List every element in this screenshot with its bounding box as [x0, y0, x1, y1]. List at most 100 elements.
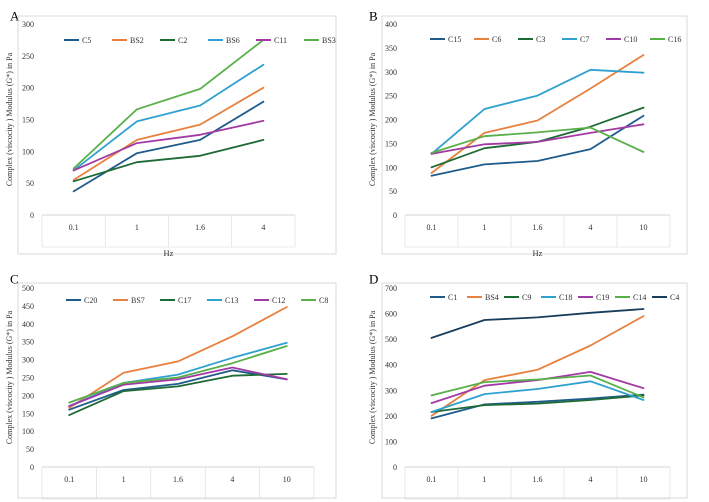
series-line-c7	[430, 68, 645, 155]
series-line-c9	[430, 394, 645, 413]
legend-item-c6: C6	[474, 35, 501, 44]
y-tick-label: 50	[26, 179, 34, 188]
y-tick-label: 50	[26, 445, 34, 454]
y-tick-label: 250	[22, 52, 34, 61]
y-tick-label: 200	[385, 116, 397, 125]
series-line-bs2	[72, 86, 265, 181]
y-tick-label: 300	[385, 68, 397, 77]
legend-item-c16: C16	[650, 35, 681, 44]
series-line-c14	[430, 374, 645, 399]
y-axis-label: Complex (viscocity ) Modulus (G*) in Pa	[5, 310, 14, 444]
x-axis-label: Hz	[173, 500, 183, 502]
legend-label: C18	[559, 293, 572, 302]
y-tick-label: 300	[22, 20, 34, 29]
y-tick-label: 400	[385, 361, 397, 370]
legend-label: C9	[522, 293, 531, 302]
legend-item-c11: C11	[256, 36, 287, 45]
y-tick-label: 200	[385, 412, 397, 421]
legend-label: C6	[492, 35, 501, 44]
panel-label: D	[369, 272, 378, 287]
x-axis-label: Hz	[164, 248, 174, 258]
panel-frame	[381, 282, 688, 499]
y-tick-label: 0	[30, 463, 34, 472]
legend-item-c20: C20	[66, 296, 97, 305]
x-tick-label: 10	[640, 223, 648, 232]
series-line-c18	[430, 380, 645, 413]
legend-label: C17	[178, 296, 191, 305]
x-tick-label: 1	[135, 223, 139, 232]
legend-label: BS3	[322, 36, 336, 45]
y-tick-label: 400	[385, 20, 397, 29]
series-line-c13	[68, 341, 288, 408]
series-line-c10	[430, 123, 645, 155]
legend-item-c14: C14	[615, 293, 646, 302]
legend-item-c10: C10	[606, 35, 637, 44]
x-tick-label: 1.6	[533, 223, 543, 232]
y-tick-label: 0	[30, 211, 34, 220]
y-tick-label: 350	[22, 338, 34, 347]
legend-label: C15	[448, 35, 461, 44]
legend-item-c19: C19	[578, 293, 609, 302]
legend-item-c2: C2	[160, 36, 187, 45]
series-line-c8	[68, 345, 288, 404]
legend-label: C14	[633, 293, 646, 302]
legend-label: C7	[580, 35, 589, 44]
panel-frame	[17, 282, 337, 499]
series-line-c6	[430, 54, 645, 174]
x-tick-label: 0.1	[69, 223, 79, 232]
legend-item-c15: C15	[430, 35, 461, 44]
chart-panel-a: A 0 50 100 150 200 250 300 0.1 1 1.6 4 Hz Complex (vi…	[5, 9, 337, 258]
legend-item-c3: C3	[518, 35, 545, 44]
series-line-bs3	[72, 39, 265, 170]
panel-frame	[381, 15, 688, 255]
legend-label: C8	[319, 296, 328, 305]
legend-item-c18: C18	[541, 293, 572, 302]
series-line-c17	[68, 372, 288, 417]
y-tick-label: 500	[22, 284, 34, 293]
y-tick-label: 250	[385, 92, 397, 101]
legend-label: C12	[272, 296, 285, 305]
series-line-c11	[72, 119, 265, 172]
legend-item-bs4: BS4	[467, 293, 499, 302]
series-line-c1	[430, 393, 645, 420]
series-line-bs6	[72, 63, 265, 172]
legend-label: C3	[536, 35, 545, 44]
x-tick-label: 0.1	[427, 475, 437, 484]
x-tick-label: 1.6	[533, 475, 543, 484]
series-line-c16	[430, 126, 645, 154]
panel-label: C	[10, 272, 19, 287]
legend-item-c12: C12	[254, 296, 285, 305]
x-tick-label: 4	[589, 223, 593, 232]
y-tick-label: 500	[385, 335, 397, 344]
x-tick-label: 10	[640, 475, 648, 484]
legend-item-c9: C9	[504, 293, 531, 302]
x-axis-label: Hz	[533, 248, 543, 258]
x-tick-label: 4	[589, 475, 593, 484]
y-tick-label: 100	[385, 163, 397, 172]
y-tick-label: 150	[22, 409, 34, 418]
x-tick-label: 10	[283, 475, 291, 484]
y-tick-label: 100	[22, 147, 34, 156]
legend-item-c1: C1	[430, 293, 457, 302]
y-tick-label: 300	[22, 356, 34, 365]
legend-label: C13	[225, 296, 238, 305]
legend-label: C5	[82, 36, 91, 45]
series-line-bs7	[68, 306, 288, 409]
legend-label: C2	[178, 36, 187, 45]
x-tick-label: 1	[483, 475, 487, 484]
legend-label: C11	[274, 36, 287, 45]
chart-panel-d: D 0 100 200 300 400 500 600 700 0.1 1 1.6 4 10 Hz Compl…	[368, 272, 688, 502]
series-line-c12	[68, 366, 288, 408]
legend-label: C16	[668, 35, 681, 44]
legend-item-c8: C8	[301, 296, 328, 305]
legend-item-bs6: BS6	[208, 36, 240, 45]
y-tick-label: 400	[22, 320, 34, 329]
legend-item-c17: C17	[160, 296, 191, 305]
legend-label: C1	[448, 293, 457, 302]
panel-label: B	[369, 9, 378, 24]
series-line-c20	[68, 369, 288, 411]
y-tick-label: 700	[385, 284, 397, 293]
x-axis-label: Hz	[533, 500, 543, 502]
y-tick-label: 600	[385, 310, 397, 319]
